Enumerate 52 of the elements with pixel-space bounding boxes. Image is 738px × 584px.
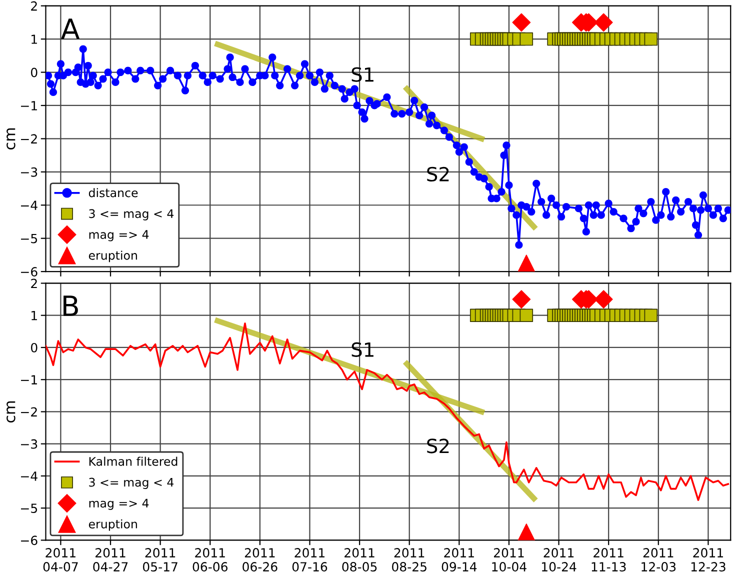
x-tick-label: 2011 11-13: [592, 548, 626, 572]
legend-label: 3 <= mag < 4: [89, 478, 174, 490]
y-tick-label: −2: [21, 134, 37, 144]
y-tick-label: −6: [21, 536, 38, 546]
x-tick-label: 2011 10-04: [492, 548, 526, 572]
legend-label: eruption: [88, 519, 137, 531]
legend-label: 3 <= mag < 4: [89, 209, 174, 220]
x-tick-label: 2011 09-14: [442, 548, 477, 572]
point: [644, 308, 658, 322]
y-tick-label: 1: [32, 34, 37, 44]
point: [520, 308, 534, 322]
x-tick-label: 2011 12-23: [691, 548, 726, 572]
y-tick-label: 2: [31, 1, 37, 11]
x-tick-label: 2011 04-07: [43, 548, 78, 572]
y-tick-label: −2: [21, 407, 37, 416]
y-tick-label: 0: [30, 342, 38, 352]
annotation: A: [61, 18, 80, 39]
y-tick-label: −5: [21, 504, 38, 514]
y-tick-label: −4: [21, 472, 38, 481]
y-tick-label: −3: [21, 167, 38, 177]
x-tick-label: 2011 12-03: [642, 548, 676, 572]
point: [594, 13, 613, 32]
y-tick-label: −1: [21, 375, 37, 384]
y-tick-label: −6: [21, 267, 38, 276]
x-tick-label: 2011 08-25: [392, 548, 426, 572]
y-tick-label: −3: [21, 439, 38, 449]
legend-label: mag => 4: [89, 230, 149, 242]
y-tick-label: 0: [30, 68, 38, 78]
legend-label: distance: [88, 188, 138, 198]
x-tick-label: 2011 06-06: [192, 548, 228, 572]
point: [512, 13, 531, 32]
y-tick-label: 2: [31, 278, 37, 288]
legend-label: eruption: [88, 250, 137, 262]
y-tick-label: −1: [21, 101, 37, 110]
point: [594, 290, 613, 309]
point: [512, 290, 531, 309]
y-axis-title: cm: [6, 128, 16, 150]
annotation: B: [64, 296, 78, 316]
y-tick-label: 1: [32, 310, 37, 320]
x-tick-label: 2011 04-27: [93, 548, 128, 572]
x-tick-label: 2011 05-17: [142, 548, 178, 572]
x-tick-label: 2011 08-05: [342, 548, 377, 572]
y-axis-title: cm: [6, 401, 16, 423]
point: [520, 32, 534, 46]
legend-label: mag => 4: [89, 498, 149, 510]
x-tick-label: 2011 07-16: [292, 548, 328, 572]
point: [644, 32, 658, 46]
x-tick-label: 2011 06-26: [242, 548, 278, 572]
y-tick-label: −5: [21, 234, 38, 244]
x-tick-label: 2011 10-24: [542, 548, 576, 572]
y-tick-label: −4: [21, 200, 38, 210]
legend-label: Kalman filtered: [89, 456, 178, 466]
